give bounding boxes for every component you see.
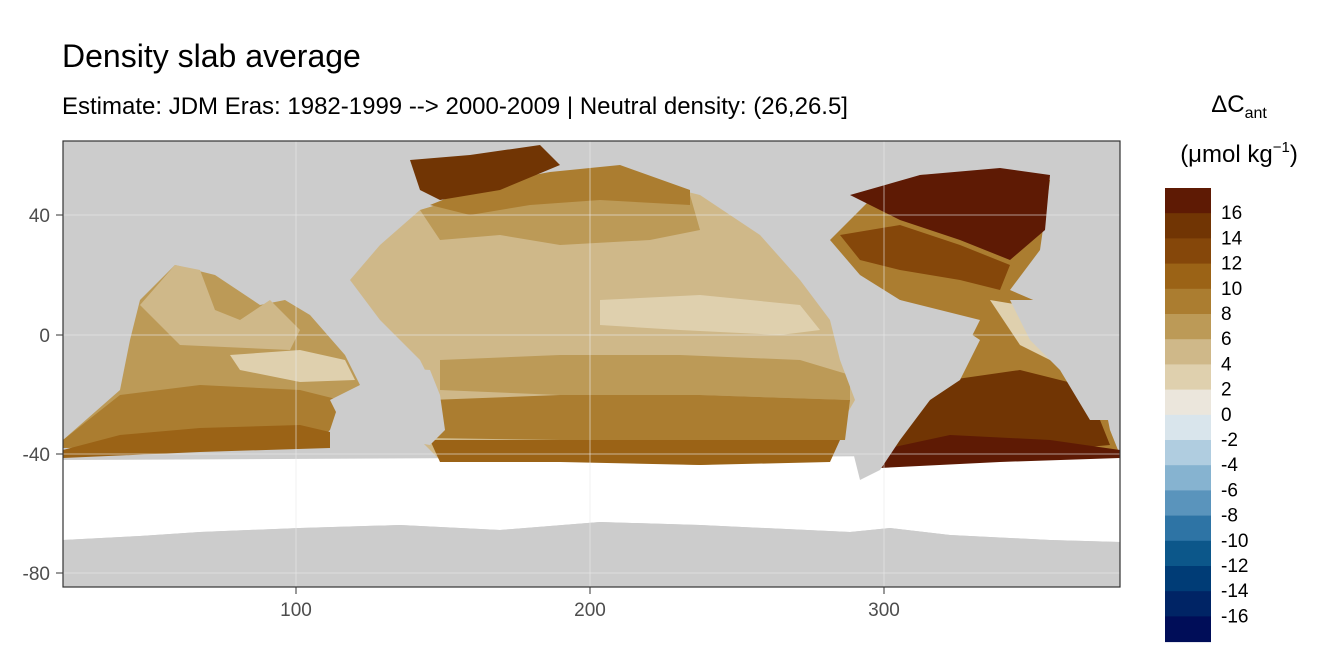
map-panel [63, 141, 1120, 587]
australia-land [330, 368, 445, 445]
indian-ocean-north [140, 265, 300, 350]
legend-color-bin [1165, 188, 1211, 214]
africa-land [1010, 300, 1120, 420]
kamchatka-region [410, 145, 560, 200]
north-atlantic-subtropical [840, 225, 1010, 290]
legend-color-bin [1165, 490, 1211, 517]
legend-color-bin [1165, 288, 1211, 315]
pacific-north-far [430, 165, 690, 215]
south-atlantic-south [880, 435, 1120, 468]
pacific-far-south [430, 395, 850, 440]
southern-ocean-no-data [63, 455, 1120, 542]
x-tick-label: 300 [868, 600, 900, 621]
pacific-southmost [430, 440, 840, 465]
grid-lines [63, 141, 1120, 587]
legend-bin-label: 2 [1221, 380, 1232, 401]
plot-title: Density slab average [62, 38, 361, 74]
legend-bin-label: 4 [1221, 354, 1232, 375]
legend-color-bin [1165, 591, 1211, 617]
south-america-land [830, 300, 980, 480]
legend-color-bin [1165, 566, 1211, 592]
legend-labels: 16 14 12 10 8 6 4 2 0 -2 -4 -6 -8 -10 -12 -14 -16 [1221, 203, 1249, 627]
north-atlantic-subpolar [850, 168, 1050, 260]
legend-bin-label: 6 [1221, 329, 1232, 350]
legend-colorbar [1165, 188, 1211, 643]
legend-color-bin [1165, 238, 1211, 265]
indian-ocean-band [230, 350, 355, 382]
pacific-equator [600, 295, 820, 335]
y-tick-label: -80 [23, 564, 50, 585]
legend-bin-label: 0 [1221, 405, 1232, 426]
legend-color-bin [1165, 440, 1211, 466]
x-tick-label: 100 [280, 600, 312, 621]
legend: ΔCant (μmol kg−1) 16 14 12 10 8 6 4 2 0 -2 -4 -6 -8 -… [1165, 91, 1298, 643]
legend-bin-label: -10 [1221, 531, 1248, 552]
legend-bin-label: 8 [1221, 304, 1232, 325]
y-tick-label: 0 [39, 326, 50, 347]
legend-bin-label: 14 [1221, 228, 1243, 249]
legend-bin-label: -14 [1221, 581, 1249, 602]
y-axis: 40 0 -40 -80 [23, 206, 63, 585]
legend-color-bin [1165, 389, 1211, 416]
legend-bin-label: 10 [1221, 279, 1242, 300]
legend-color-bin [1165, 616, 1211, 643]
x-tick-label: 200 [574, 600, 606, 621]
legend-bin-label: 12 [1221, 254, 1242, 275]
legend-color-bin [1165, 263, 1211, 290]
legend-color-bin [1165, 314, 1211, 340]
legend-color-bin [1165, 213, 1211, 239]
antarctica-land [63, 522, 1120, 587]
legend-title: ΔCant [1211, 91, 1267, 122]
pacific-south [440, 355, 850, 400]
legend-color-bin [1165, 515, 1211, 542]
legend-color-bin [1165, 465, 1211, 491]
legend-color-bin [1165, 364, 1211, 391]
legend-color-bin [1165, 414, 1211, 441]
y-tick-label: 40 [29, 206, 50, 227]
indian-ocean-far-south [63, 425, 330, 458]
legend-color-bin [1165, 339, 1211, 365]
y-tick-label: -40 [23, 445, 50, 466]
legend-color-bin [1165, 540, 1211, 567]
x-axis: 100 200 300 [280, 587, 900, 621]
legend-bin-label: -4 [1221, 455, 1238, 476]
plot-subtitle: Estimate: JDM Eras: 1982-1999 --> 2000-2… [62, 93, 848, 120]
legend-bin-label: -6 [1221, 480, 1238, 501]
legend-bin-label: 16 [1221, 203, 1242, 224]
legend-bin-label: -8 [1221, 506, 1238, 527]
panel-border [62, 140, 1121, 588]
legend-bin-label: -16 [1221, 606, 1248, 627]
legend-unit: (μmol kg−1) [1180, 139, 1298, 168]
legend-bin-label: -2 [1221, 430, 1238, 451]
legend-bin-label: -12 [1221, 556, 1248, 577]
